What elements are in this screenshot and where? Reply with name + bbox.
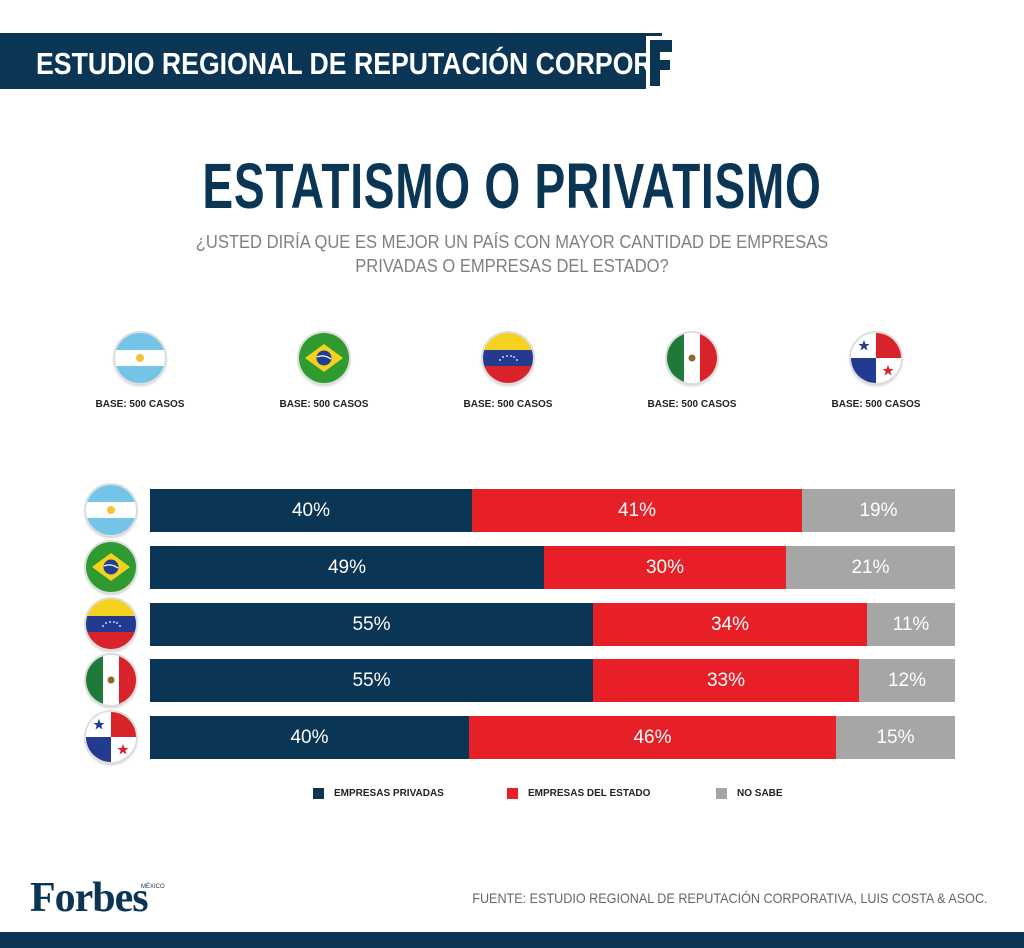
bar-row: 55% 34% 11% — [150, 603, 955, 646]
argentina-flag-icon — [115, 333, 165, 383]
bar-row: 49% 30% 21% — [150, 546, 955, 589]
bar-segment-privadas: 55% — [150, 659, 593, 702]
source-note: FUENTE: ESTUDIO REGIONAL DE REPUTACIÓN C… — [472, 890, 988, 906]
panama-flag-icon — [851, 333, 901, 383]
base-label: BASE: 500 CASOS — [279, 399, 369, 410]
bar-segment-estado: 46% — [469, 716, 836, 759]
forbes-logo-sub: MÉXICO — [141, 884, 165, 890]
legend-label-estado: EMPRESAS DEL ESTADO — [528, 788, 651, 799]
forbes-f-icon — [646, 36, 676, 90]
data-label: 49% — [327, 556, 367, 578]
question: ¿USTED DIRÍA QUE ES MEJOR UN PAÍS CON MA… — [41, 230, 983, 278]
legend-item-privadas: EMPRESAS PRIVADAS — [313, 788, 444, 799]
bar-segment-no-sabe: 15% — [836, 716, 955, 759]
data-label: 33% — [706, 669, 746, 691]
legend-item-no-sabe: NO SABE — [716, 788, 783, 799]
base-label: BASE: 500 CASOS — [463, 399, 553, 410]
base-label: BASE: 500 CASOS — [95, 399, 185, 410]
banner-title: ESTUDIO REGIONAL DE REPUTACIÓN CORPORATI… — [36, 46, 729, 81]
data-label: 21% — [851, 556, 890, 578]
data-label: 19% — [859, 499, 898, 521]
data-label: 40% — [291, 499, 331, 521]
legend-item-estado: EMPRESAS DEL ESTADO — [507, 788, 650, 799]
panama-flag-icon — [86, 712, 136, 762]
data-label: 15% — [876, 726, 915, 748]
bar-segment-privadas: 49% — [150, 546, 544, 589]
brazil-flag-icon — [299, 333, 349, 383]
data-label: 55% — [352, 669, 391, 691]
data-label: 12% — [887, 669, 927, 691]
question-line-2: PRIVADAS O EMPRESAS DEL ESTADO? — [355, 256, 669, 276]
data-label: 41% — [617, 499, 657, 521]
bar-row: 40% 41% 19% — [150, 489, 955, 532]
legend-swatch-estado — [507, 788, 518, 799]
page-title: ESTATISMO O PRIVATISMO — [202, 150, 822, 222]
data-label: 11% — [892, 613, 930, 635]
legend-label-no-sabe: NO SABE — [737, 788, 783, 799]
bar-segment-privadas: 40% — [150, 489, 472, 532]
bar-segment-privadas: 55% — [150, 603, 593, 646]
bar-segment-no-sabe: 12% — [859, 659, 955, 702]
legend-label-privadas: EMPRESAS PRIVADAS — [334, 788, 444, 799]
brazil-flag-icon — [86, 542, 136, 592]
data-label: 46% — [633, 726, 672, 748]
footer-bar — [0, 932, 1024, 948]
bar-segment-estado: 41% — [472, 489, 802, 532]
data-label: 34% — [710, 613, 750, 635]
venezuela-flag-icon — [86, 599, 136, 649]
argentina-flag-icon — [86, 485, 136, 535]
bar-row: 55% 33% 12% — [150, 659, 955, 702]
question-line-1: ¿USTED DIRÍA QUE ES MEJOR UN PAÍS CON MA… — [195, 232, 829, 252]
base-label: BASE: 500 CASOS — [831, 399, 921, 410]
bar-segment-estado: 33% — [593, 659, 859, 702]
bar-segment-no-sabe: 21% — [786, 546, 955, 589]
bar-segment-privadas: 40% — [150, 716, 469, 759]
mexico-flag-icon — [667, 333, 717, 383]
mexico-flag-icon — [86, 655, 136, 705]
data-label: 40% — [290, 726, 329, 748]
data-label: 30% — [645, 556, 685, 578]
forbes-logo: Forbes — [30, 875, 149, 921]
bar-segment-no-sabe: 11% — [867, 603, 955, 646]
bar-segment-no-sabe: 19% — [802, 489, 955, 532]
base-label: BASE: 500 CASOS — [647, 399, 737, 410]
bar-segment-estado: 34% — [593, 603, 867, 646]
bar-row: 40% 46% 15% — [150, 716, 955, 759]
header-banner — [0, 33, 662, 89]
bar-segment-estado: 30% — [544, 546, 786, 589]
legend-swatch-privadas — [313, 788, 324, 799]
data-label: 55% — [352, 613, 391, 635]
legend-swatch-no-sabe — [716, 788, 727, 799]
venezuela-flag-icon — [483, 333, 533, 383]
